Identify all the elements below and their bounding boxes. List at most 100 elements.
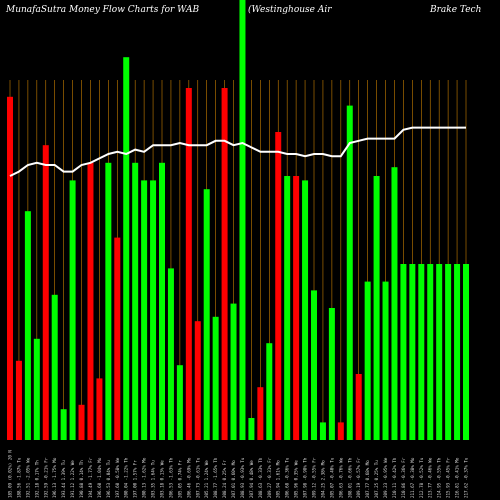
bar <box>463 264 469 440</box>
chart-title-mid: (Westinghouse Air <box>248 4 332 15</box>
bar <box>15 360 22 440</box>
x-tick-label: 200.04 -1.22% Th <box>124 457 129 498</box>
x-tick-label: 193.44 1.39% Tu <box>61 460 66 498</box>
chart-title-left: MunafaSutra Money Flow Charts for WAB <box>5 5 199 15</box>
x-tick-label: 197.60 -0.58% We <box>115 457 120 498</box>
x-tick-label: 206.46 -0.69% Mo <box>186 457 191 498</box>
bar <box>185 88 192 440</box>
x-tick-label: 192.59 -0.21% Fr <box>43 457 48 498</box>
bar <box>319 422 326 440</box>
bar <box>176 365 183 440</box>
x-tick-label: 209.27 -0.31% Fr <box>267 457 272 498</box>
money-flow-line <box>9 126 466 177</box>
x-tick-label: 215.93 -0.45% Fr <box>446 457 451 498</box>
bar <box>328 308 335 440</box>
x-tick-label: 205.05 0.74% Fr <box>177 460 182 498</box>
x-tick-label: 203.18 0.13% We <box>160 460 165 498</box>
bar <box>114 237 121 440</box>
x-tick-label: 196.53 0.04% Tu <box>106 460 111 498</box>
bar <box>167 268 174 440</box>
bar-series <box>7 0 469 441</box>
x-tick-label: 207.25 0.25% Tu <box>374 460 379 498</box>
bar <box>105 162 112 441</box>
bar <box>436 264 443 440</box>
x-tick-label: 205.07 -0.40% Tu <box>329 457 334 498</box>
x-tick-label: 205.21 1.24% We <box>204 460 209 498</box>
bar <box>132 162 139 441</box>
bar <box>150 180 157 440</box>
chart-title-right: Brake Tech <box>429 5 481 15</box>
bar <box>400 264 407 440</box>
x-tick-label: 209.19 -0.57% Fr <box>356 457 361 498</box>
x-tick-label: 207.01 0.60% Mo <box>231 460 236 498</box>
x-tick-label: 205.94 1.61% Mo <box>276 460 281 498</box>
x-tick-label: 209.12 -0.55% Fr <box>312 457 317 498</box>
x-tick-label: 203.35 1.64% Tu <box>151 460 156 498</box>
x-tick-label: 206.68 -0.36% Tu <box>285 457 290 498</box>
x-tick-label: 200.13 -1.62% Mo <box>142 457 147 498</box>
bar <box>302 180 309 440</box>
x-tick-label: 211.67 -0.38% Mo <box>410 457 415 498</box>
bar <box>7 96 13 441</box>
x-tick-label: 191.12 1.22% We <box>70 460 75 498</box>
bar <box>212 316 219 440</box>
bar <box>60 409 67 440</box>
x-tick-label: 207.73 -0.61% Tu <box>195 457 200 498</box>
bar <box>454 264 461 440</box>
bar <box>87 162 94 441</box>
bar <box>51 294 58 440</box>
x-tick-label: 188.56 -1.87% Tu <box>16 457 21 498</box>
x-tick-label: 205.96 0.35% We <box>294 460 299 498</box>
bar <box>230 303 237 440</box>
x-tick-label: 208.77 -1.65% Th <box>213 457 218 498</box>
bar <box>373 176 380 440</box>
bar <box>159 162 165 441</box>
x-tick-label: 194.49 -1.77% Fr <box>88 457 93 498</box>
bar <box>409 264 416 440</box>
x-tick-label: 214.95 -0.55% Th <box>437 457 442 498</box>
bar <box>266 343 273 440</box>
bar <box>78 404 85 440</box>
bar <box>391 167 398 440</box>
bar <box>248 418 255 440</box>
bar <box>24 211 31 440</box>
x-tick-label: 192.18 0.17% Th <box>34 460 39 498</box>
x-tick-label: 210.11 -0.42% Th <box>392 457 397 498</box>
x-tick-label: 209.23 -0.95% We <box>383 457 388 498</box>
bar <box>123 57 130 440</box>
bar <box>42 145 49 440</box>
x-tick-label: 217.62 -0.37% Tu <box>464 457 469 498</box>
x-tick-label: 204.25 2.38% Mo <box>320 460 325 498</box>
x-tick-label: 208.01 -0.66% Th <box>347 457 352 498</box>
bar <box>96 378 103 440</box>
bar <box>221 88 228 440</box>
x-tick-label: 190.88 0.14% Th <box>79 460 84 498</box>
x-tick-label: 196.60 -1.04% Mo <box>97 457 102 498</box>
x-tick-label: 208.63 -0.33% Th <box>258 457 263 498</box>
x-tick-label: 216.81 -0.41% Mo <box>455 457 460 498</box>
bar <box>382 281 389 440</box>
x-tick-label: 192.51 -2.05% We <box>25 457 30 498</box>
x-tick-label: 213.77 -0.46% We <box>428 457 433 498</box>
bar <box>33 338 40 440</box>
bar <box>355 374 362 440</box>
x-tick-label: 210.86 -0.36% Fr <box>401 457 406 498</box>
bar <box>311 290 317 440</box>
bar <box>194 321 201 440</box>
x-tick-label: 196.13 -1.75% Mo <box>52 457 57 498</box>
bar <box>418 264 425 440</box>
bar <box>141 180 148 440</box>
x-tick-label: 208.24 0.25% Fr <box>222 460 227 498</box>
bar <box>69 180 76 440</box>
bar <box>445 264 452 440</box>
bar <box>427 264 434 440</box>
x-tick-label: 197.00 1.57% Fr <box>133 460 138 498</box>
x-tick-label: 206.53 -1.63% Th <box>168 457 173 498</box>
bar <box>257 387 264 440</box>
bar <box>364 281 371 440</box>
bar <box>346 105 353 440</box>
bar <box>293 176 300 440</box>
x-tick-label: 207.77 0.68% Mo <box>365 460 370 498</box>
x-tick-label: 207.98 -0.98% Th <box>303 457 308 498</box>
